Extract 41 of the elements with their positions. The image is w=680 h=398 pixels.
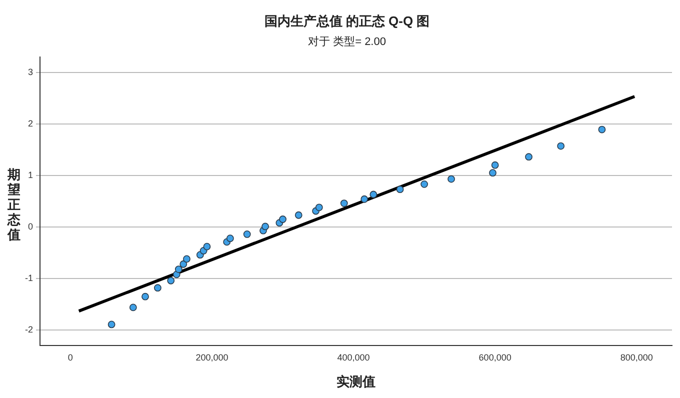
point: [154, 284, 162, 292]
point: [279, 216, 286, 223]
point: [108, 320, 116, 328]
x-tick-label: 600,000: [478, 352, 512, 362]
point: [167, 276, 175, 284]
y-tick-label: 3: [28, 66, 33, 77]
point: [420, 180, 428, 188]
y-tick-label: 0: [28, 221, 33, 232]
y-tick-label: -2: [24, 324, 33, 335]
y-axis-title: 期望正态值: [6, 168, 22, 243]
point: [557, 142, 565, 150]
point: [262, 222, 269, 230]
point: [315, 204, 323, 212]
point: [370, 190, 378, 198]
y-tick-label: 2: [28, 118, 33, 128]
point: [396, 186, 404, 194]
point: [129, 304, 137, 312]
x-tick-label: 200,000: [196, 352, 228, 362]
x-tick-label: 400,000: [337, 352, 370, 362]
point: [491, 161, 499, 169]
point: [203, 242, 211, 250]
point: [174, 266, 182, 273]
x-axis-title: 实测值: [336, 374, 376, 389]
point: [489, 169, 496, 177]
point: [226, 234, 234, 242]
point: [360, 195, 368, 203]
y-tick-label: -1: [24, 273, 33, 284]
x-tick-label: 0: [68, 352, 73, 362]
x-tick-label: 800,000: [620, 352, 653, 362]
chart-subtitle: 对于 类型= 2.00: [308, 35, 386, 48]
y-tick-label: 1: [28, 170, 33, 180]
point: [525, 153, 532, 161]
point: [180, 260, 188, 268]
point: [142, 292, 149, 300]
point: [448, 175, 455, 183]
chart-title: 国内生产总值 的正态 Q-Q 图: [264, 13, 430, 28]
point: [598, 126, 606, 134]
point: [294, 211, 302, 219]
point: [243, 230, 251, 238]
point: [183, 255, 190, 263]
point: [340, 200, 348, 207]
